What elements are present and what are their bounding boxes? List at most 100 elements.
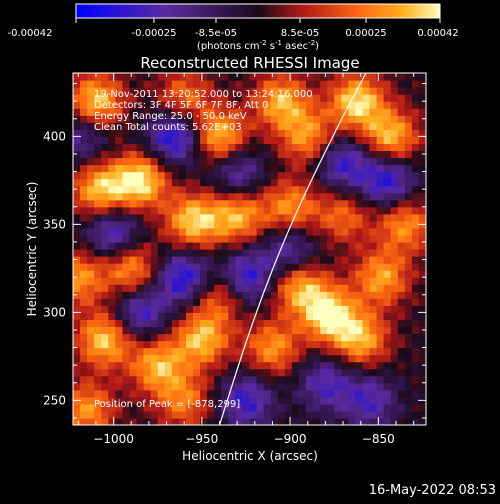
heatmap-cell xyxy=(185,284,194,292)
heatmap-cell xyxy=(221,178,229,187)
heatmap-cell xyxy=(150,326,159,335)
heatmap-cell xyxy=(207,143,215,152)
heatmap-cell xyxy=(80,375,88,384)
heatmap-cell xyxy=(87,80,95,88)
heatmap-cell xyxy=(298,199,307,208)
heatmap-cell xyxy=(73,312,81,320)
heatmap-cell xyxy=(136,171,145,180)
heatmap-cell xyxy=(270,298,279,306)
heatmap-cell xyxy=(193,143,201,152)
heatmap-cell xyxy=(313,108,321,116)
heatmap-cell xyxy=(270,157,279,166)
heatmap-cell xyxy=(341,340,349,349)
heatmap-cell xyxy=(411,410,420,419)
heatmap-cell xyxy=(362,108,371,116)
heatmap-cell xyxy=(327,389,335,398)
heatmap-cell xyxy=(376,382,385,391)
heatmap-cell xyxy=(284,270,293,278)
heatmap-cell xyxy=(341,284,349,292)
heatmap-cell xyxy=(418,417,426,425)
heatmap-cell xyxy=(320,185,328,194)
heatmap-cell xyxy=(214,361,222,370)
heatmap-cell xyxy=(397,291,406,299)
heatmap-cell xyxy=(178,206,187,215)
heatmap-cell xyxy=(369,270,378,278)
heatmap-cell xyxy=(298,284,307,292)
heatmap-cell xyxy=(313,410,321,419)
heatmap-cell xyxy=(193,333,201,342)
heatmap-cell xyxy=(284,213,293,222)
heatmap-cell xyxy=(101,199,109,208)
heatmap-cell xyxy=(277,249,286,257)
heatmap-cell xyxy=(348,256,356,264)
heatmap-cell xyxy=(235,164,244,173)
heatmap-cell xyxy=(115,157,124,166)
heatmap-cell xyxy=(411,171,420,180)
heatmap-cell xyxy=(129,164,138,173)
heatmap-cell xyxy=(411,241,420,250)
heatmap-cell xyxy=(157,298,166,306)
heatmap-cell xyxy=(284,305,293,313)
heatmap-cell xyxy=(115,227,124,236)
heatmap-cell xyxy=(383,403,392,412)
heatmap-cell xyxy=(228,340,236,349)
heatmap-cell xyxy=(164,150,173,159)
heatmap-cell xyxy=(235,410,244,419)
heatmap-cell xyxy=(313,291,321,299)
heatmap-cell xyxy=(242,270,251,278)
heatmap-cell xyxy=(87,213,95,222)
heatmap-cell xyxy=(228,277,236,285)
heatmap-cell xyxy=(143,220,152,229)
heatmap-cell xyxy=(242,227,251,236)
heatmap-cell xyxy=(235,150,244,159)
heatmap-cell xyxy=(256,403,265,412)
heatmap-cell xyxy=(397,171,406,180)
heatmap-cell xyxy=(235,396,244,405)
heatmap-cell xyxy=(298,263,307,271)
heatmap-cell xyxy=(164,80,173,88)
heatmap-cell xyxy=(256,263,265,271)
heatmap-cell xyxy=(390,234,399,243)
heatmap-cell xyxy=(298,256,307,264)
heatmap-cell xyxy=(404,73,413,81)
heatmap-cell xyxy=(164,270,173,278)
heatmap-cell xyxy=(108,417,116,425)
heatmap-cell xyxy=(115,277,124,285)
heatmap-cell xyxy=(291,305,300,313)
heatmap-cell xyxy=(270,241,279,250)
heatmap-cell xyxy=(200,129,208,137)
heatmap-cell xyxy=(404,368,413,377)
x-tick-label: −1000 xyxy=(93,432,134,446)
heatmap-cell xyxy=(362,410,371,419)
heatmap-cell xyxy=(411,396,420,405)
info-line: 19-Nov-2011 13:20:52.000 to 13:24:16.000 xyxy=(94,89,313,100)
heatmap-cell xyxy=(87,234,95,243)
heatmap-cell xyxy=(277,410,286,419)
heatmap-cell xyxy=(214,256,222,264)
heatmap-cell xyxy=(171,333,180,342)
heatmap-cell xyxy=(143,270,152,278)
heatmap-cell xyxy=(143,354,152,363)
heatmap-cell xyxy=(221,157,229,166)
heatmap-cell xyxy=(348,277,356,285)
heatmap-cell xyxy=(171,256,180,264)
heatmap-cell xyxy=(178,417,187,425)
heatmap-cell xyxy=(256,129,265,137)
heatmap-cell xyxy=(87,94,95,102)
heatmap-cell xyxy=(193,192,201,201)
heatmap-cell xyxy=(73,347,81,356)
heatmap-cell xyxy=(277,199,286,208)
heatmap-cell xyxy=(193,178,201,187)
heatmap-cell xyxy=(143,157,152,166)
heatmap-cell xyxy=(390,263,399,271)
heatmap-cell xyxy=(341,319,349,328)
heatmap-cell xyxy=(341,101,349,109)
heatmap-cell xyxy=(129,227,138,236)
heatmap-cell xyxy=(376,94,385,102)
heatmap-cell xyxy=(369,284,378,292)
heatmap-cell xyxy=(221,284,229,292)
heatmap-cell xyxy=(87,319,95,328)
heatmap-cell xyxy=(341,122,349,130)
heatmap-cell xyxy=(207,410,215,419)
heatmap-cell xyxy=(383,129,392,137)
